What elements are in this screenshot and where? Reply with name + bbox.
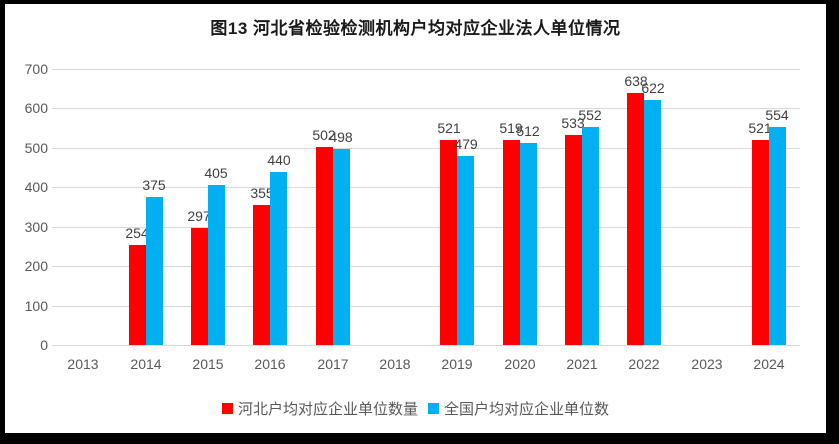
gridline-300 bbox=[52, 227, 800, 228]
data-label-hebei-2014: 254 bbox=[125, 225, 149, 241]
gridline-0 bbox=[52, 345, 800, 346]
data-label-hebei-2024: 521 bbox=[748, 120, 772, 136]
x-axis-label-2013: 2013 bbox=[67, 356, 99, 372]
gridline-400 bbox=[52, 187, 800, 188]
y-axis-label-600: 600 bbox=[24, 100, 48, 116]
legend-swatch-national bbox=[428, 403, 439, 414]
data-label-hebei-2019: 521 bbox=[437, 120, 461, 136]
x-axis-label-2014: 2014 bbox=[130, 356, 162, 372]
data-label-hebei-2021: 533 bbox=[561, 115, 585, 131]
x-axis-label-2020: 2020 bbox=[504, 356, 536, 372]
data-label-national-2017: 498 bbox=[329, 129, 353, 145]
x-axis-label-2018: 2018 bbox=[379, 356, 411, 372]
legend-item-national: 全国户均对应企业单位数 bbox=[428, 398, 609, 419]
y-axis-label-500: 500 bbox=[24, 140, 48, 156]
chart-legend: 河北户均对应企业单位数量 全国户均对应企业单位数 bbox=[5, 398, 826, 419]
chart-title: 图13 河北省检验检测机构户均对应企业法人单位情况 bbox=[210, 19, 621, 38]
bar-national-2021 bbox=[582, 127, 599, 345]
legend-swatch-hebei bbox=[221, 403, 233, 414]
bar-hebei-2020 bbox=[503, 140, 520, 345]
x-axis-label-2019: 2019 bbox=[441, 356, 473, 372]
data-label-national-2024: 554 bbox=[765, 107, 789, 123]
bar-hebei-2022 bbox=[627, 93, 644, 345]
gridline-200 bbox=[52, 266, 800, 267]
bar-hebei-2015 bbox=[191, 228, 208, 345]
bar-hebei-2024 bbox=[752, 140, 769, 345]
data-label-national-2014: 375 bbox=[142, 177, 166, 193]
data-label-national-2015: 405 bbox=[204, 165, 228, 181]
legend-item-hebei: 河北户均对应企业单位数量 bbox=[221, 398, 418, 419]
y-axis-label-700: 700 bbox=[24, 61, 48, 77]
bar-national-2017 bbox=[333, 149, 350, 345]
gridline-700 bbox=[52, 69, 800, 70]
data-label-national-2019: 479 bbox=[454, 136, 478, 152]
bar-national-2024 bbox=[769, 127, 786, 345]
x-axis-label-2022: 2022 bbox=[628, 356, 660, 372]
bar-hebei-2014 bbox=[129, 245, 146, 345]
data-label-national-2016: 440 bbox=[267, 152, 291, 168]
x-axis-label-2015: 2015 bbox=[192, 356, 224, 372]
data-label-hebei-2016: 355 bbox=[250, 185, 274, 201]
x-axis-label-2016: 2016 bbox=[254, 356, 286, 372]
data-label-hebei-2022: 638 bbox=[624, 73, 648, 89]
bar-national-2020 bbox=[520, 143, 537, 345]
bar-national-2019 bbox=[457, 156, 474, 345]
bar-hebei-2016 bbox=[253, 205, 270, 345]
data-label-national-2021: 552 bbox=[578, 107, 602, 123]
x-axis-label-2024: 2024 bbox=[753, 356, 785, 372]
y-axis-label-400: 400 bbox=[24, 179, 48, 195]
y-axis-label-300: 300 bbox=[24, 219, 48, 235]
y-axis-label-200: 200 bbox=[24, 258, 48, 274]
data-label-hebei-2015: 297 bbox=[187, 208, 211, 224]
bar-hebei-2017 bbox=[316, 147, 333, 345]
gridline-500 bbox=[52, 148, 800, 149]
data-label-hebei-2020: 519 bbox=[499, 120, 523, 136]
bar-hebei-2019 bbox=[440, 140, 457, 345]
bar-national-2022 bbox=[644, 100, 661, 345]
x-axis-label-2023: 2023 bbox=[691, 356, 723, 372]
data-label-hebei-2017: 502 bbox=[312, 127, 336, 143]
bar-chart-plot-area: 0 100 200 300 400 500 600 700 2013 2014 2015 2016 20… bbox=[5, 4, 826, 433]
legend-label-national: 全国户均对应企业单位数 bbox=[444, 401, 610, 418]
y-axis-label-100: 100 bbox=[24, 298, 48, 314]
bar-hebei-2021 bbox=[565, 135, 582, 345]
gridline-600 bbox=[52, 108, 800, 109]
gridline-100 bbox=[52, 306, 800, 307]
x-axis-label-2021: 2021 bbox=[566, 356, 598, 372]
legend-label-hebei: 河北户均对应企业单位数量 bbox=[237, 401, 418, 418]
bar-national-2016 bbox=[270, 172, 287, 345]
x-axis-label-2017: 2017 bbox=[317, 356, 349, 372]
bar-national-2014 bbox=[146, 197, 163, 345]
y-axis-label-0: 0 bbox=[40, 337, 48, 353]
data-label-national-2022: 622 bbox=[641, 80, 665, 96]
data-label-national-2020: 512 bbox=[516, 123, 540, 139]
bar-national-2015 bbox=[208, 185, 225, 345]
